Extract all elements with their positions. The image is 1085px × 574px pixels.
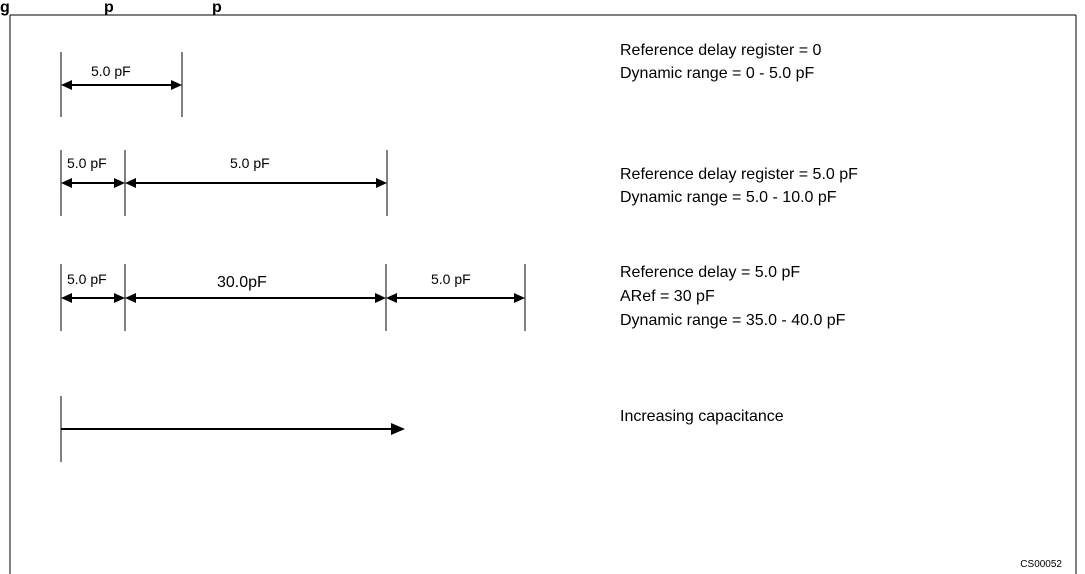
row-3-diagram: 5.0 pF 30.0pF 5.0 pF xyxy=(60,264,526,331)
row-4-notes: Increasing capacitance xyxy=(620,408,784,425)
note-line: Reference delay = 5.0 pF xyxy=(620,264,800,281)
arrowhead-right-icon xyxy=(171,80,182,90)
figure-title-fragment: g xyxy=(0,0,10,16)
arrowhead-right-icon xyxy=(375,293,386,303)
arrowhead-right-icon xyxy=(514,293,525,303)
segment-label: 5.0 pF xyxy=(230,155,270,171)
segment-label: 5.0 pF xyxy=(91,63,131,79)
note-line: Reference delay register = 5.0 pF xyxy=(620,166,858,183)
arrowhead-right-icon xyxy=(391,423,405,435)
arrowhead-right-icon xyxy=(376,178,387,188)
figure-code: CS00052 xyxy=(1020,559,1062,570)
arrowhead-left-icon xyxy=(125,293,136,303)
row-1-diagram: 5.0 pF xyxy=(60,52,183,117)
arrowhead-right-icon xyxy=(114,293,125,303)
figure-title-fragment: p xyxy=(104,0,114,16)
note-line: Reference delay register = 0 xyxy=(620,42,822,59)
note-line: Dynamic range = 0 - 5.0 pF xyxy=(620,65,815,82)
segment-label: 30.0pF xyxy=(217,274,267,291)
arrowhead-left-icon xyxy=(61,293,72,303)
segment-label: 5.0 pF xyxy=(431,271,471,287)
note-line: ARef = 30 pF xyxy=(620,288,715,305)
arrowhead-left-icon xyxy=(61,178,72,188)
row-3-notes: Reference delay = 5.0 pF ARef = 30 pF Dy… xyxy=(620,264,846,329)
segment-label: 5.0 pF xyxy=(67,155,107,171)
note-line: Dynamic range = 5.0 - 10.0 pF xyxy=(620,189,837,206)
arrowhead-left-icon xyxy=(386,293,397,303)
arrowhead-right-icon xyxy=(114,178,125,188)
note-line: Dynamic range = 35.0 - 40.0 pF xyxy=(620,312,846,329)
row-2-notes: Reference delay register = 5.0 pF Dynami… xyxy=(620,166,858,206)
note-line: Increasing capacitance xyxy=(620,408,784,425)
row-4-diagram xyxy=(60,396,405,462)
segment-label: 5.0 pF xyxy=(67,271,107,287)
row-1-notes: Reference delay register = 0 Dynamic ran… xyxy=(620,42,822,82)
arrowhead-left-icon xyxy=(125,178,136,188)
row-2-diagram: 5.0 pF 5.0 pF xyxy=(60,150,388,216)
arrowhead-left-icon xyxy=(61,80,72,90)
figure-title-fragment: p xyxy=(212,0,222,16)
